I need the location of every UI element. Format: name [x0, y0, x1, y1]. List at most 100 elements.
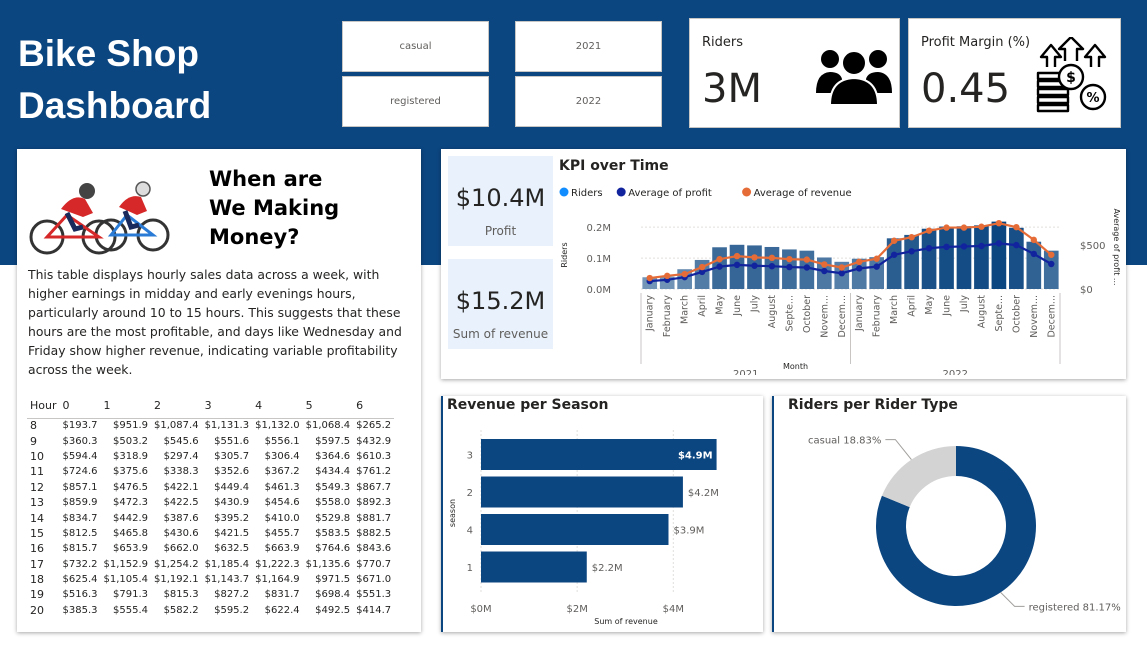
revenue-point [733, 252, 741, 260]
y-tick-label: 0.0M [586, 285, 611, 296]
revenue-point [960, 224, 968, 231]
y-tick-label: 0.1M [586, 254, 611, 265]
money-heading: When are We Making Money? [209, 167, 340, 249]
revenue-point [1030, 236, 1038, 244]
table-cell-value: $662.0 [163, 543, 199, 555]
table-cell-value: $367.2 [264, 466, 300, 478]
table-cell-hour: 15 [30, 526, 44, 540]
cyclists-icon [29, 181, 170, 255]
table-cell-value: $434.4 [315, 466, 351, 478]
table-row: 19 $516.3 $791.3 $815.3 $827.2 $831.7 $698.4 $5… [27, 587, 394, 602]
table-cell-value: $882.5 [356, 527, 392, 539]
slicer-registered[interactable]: registered [342, 76, 489, 127]
table-cell-hour: 13 [30, 496, 44, 510]
table-cell-value: $455.7 [264, 527, 300, 539]
revenue-point [1013, 223, 1020, 231]
table-cell-value: $1,132.0 [255, 420, 300, 432]
people-group-icon [816, 50, 892, 106]
table-cell-value: $430.9 [214, 497, 250, 509]
table-row: 12 $857.1 $476.5 $422.1 $449.4 $461.3 $549.3 $8… [27, 480, 394, 495]
leader-line [1000, 592, 1025, 607]
table-cell-value: $387.6 [163, 512, 199, 524]
table-row: 13 $859.9 $472.3 $422.5 $430.9 $454.6 $558.0 $8… [27, 495, 394, 510]
table-cell-value: $881.7 [356, 512, 392, 524]
riders-bar [939, 226, 954, 289]
table-cell-value: $812.5 [62, 527, 98, 539]
table-cell-value: $815.3 [163, 589, 199, 601]
slicer-2021[interactable]: 2021 [515, 21, 662, 72]
table-cell-value: $857.1 [62, 481, 98, 493]
season-bar [481, 439, 717, 470]
revenue-point [716, 255, 723, 263]
table-row: 20 $385.3 $555.4 $582.2 $595.2 $622.4 $492.5 $4… [27, 603, 394, 618]
y2-tick-label: $500 [1080, 241, 1105, 252]
table-cell-value: $610.3 [356, 450, 392, 462]
table-row: 9 $360.3 $503.2 $545.6 $551.6 $556.1 $597.5 $43… [27, 433, 394, 448]
table-cell-hour: 10 [30, 449, 44, 463]
table-cell-value: $764.6 [315, 543, 351, 555]
data-label: casual 18.83% [808, 436, 881, 447]
profit-point [873, 263, 880, 270]
table-cell-value: $770.7 [356, 558, 392, 570]
data-label: $3.9M [674, 526, 705, 537]
revenue-point [908, 234, 915, 241]
table-cell-value: $1,135.6 [305, 558, 351, 570]
table-cell-value: $465.8 [113, 527, 149, 539]
table-cell-value: $430.6 [163, 527, 199, 539]
legend-label: Average of profit [628, 188, 712, 199]
table-cell-value: $653.9 [113, 543, 149, 555]
profit-value: $10.4M [455, 184, 546, 212]
table-cell-hour: 11 [30, 465, 44, 479]
revenue-point [663, 272, 671, 280]
x-tick-label: June [942, 295, 953, 317]
revenue-point [803, 256, 811, 263]
table-header-day: 5 [302, 394, 354, 419]
profit-point [751, 262, 758, 269]
table-cell-value: $555.4 [113, 604, 149, 616]
money-panel: When are We Making Money? This table dis… [17, 149, 421, 632]
y-axis-title: season [448, 499, 457, 527]
table-cell-value: $1,164.9 [255, 574, 300, 586]
revenue-point [995, 219, 1003, 227]
table-cell-value: $859.9 [62, 497, 98, 509]
riders-bar [886, 238, 902, 289]
table-header-hour: Hour [27, 394, 60, 419]
table-cell-value: $558.0 [315, 497, 351, 509]
table-cell-value: $594.4 [62, 450, 98, 462]
slicer-2022[interactable]: 2022 [515, 76, 662, 127]
riders-bar [956, 226, 972, 289]
legend-marker [616, 187, 626, 197]
rider-type-panel: Riders per Rider Type registered 81.17% c… [772, 396, 1126, 632]
profit-label: Profit [484, 224, 517, 238]
table-cell-value: $1,105.4 [103, 574, 149, 586]
x-tick-label: June [732, 295, 743, 317]
table-cell-value: $625.4 [62, 574, 98, 586]
revenue-label: Sum of revenue [452, 327, 549, 341]
profit-line [649, 242, 1052, 283]
riders-bar [1043, 250, 1059, 289]
revenue-point [821, 261, 828, 268]
riders-card-label: Riders [702, 35, 744, 50]
table-cell-hour: 14 [30, 511, 44, 525]
table-header-day: 0 [59, 394, 101, 419]
money-description: This table displays hourly sales data ac… [28, 267, 402, 377]
profit-point [978, 242, 985, 250]
table-cell-value: $193.7 [62, 420, 98, 432]
revenue-point [751, 254, 758, 261]
profit-point [995, 240, 1003, 247]
profit-point [698, 268, 706, 276]
riders-bar [904, 234, 919, 289]
y-tick-label: 1 [467, 563, 473, 574]
table-cell-value: $1,087.4 [154, 420, 199, 432]
season-chart: $0M $2M $4M 3 $4.9M 2 $4.2M 4 $3.9M 1 $2.2M season S… [448, 430, 719, 626]
x-tick-label: July [959, 295, 970, 313]
table-cell-hour: 20 [30, 603, 44, 617]
table-cell-value: $297.4 [163, 450, 199, 462]
x-tick-label: May [715, 295, 726, 315]
table-cell-value: $529.8 [315, 512, 351, 524]
x-tick-label: Decem... [837, 295, 848, 338]
riders-bar [991, 221, 1007, 289]
x-tick-label: Decem... [1046, 295, 1057, 338]
hourly-sales-table: Hour 0 1 2 3 4 5 6 8 $193.7 $951.9 $1,087.4 $1,131.… [27, 394, 395, 618]
slicer-casual[interactable]: casual [342, 21, 489, 72]
